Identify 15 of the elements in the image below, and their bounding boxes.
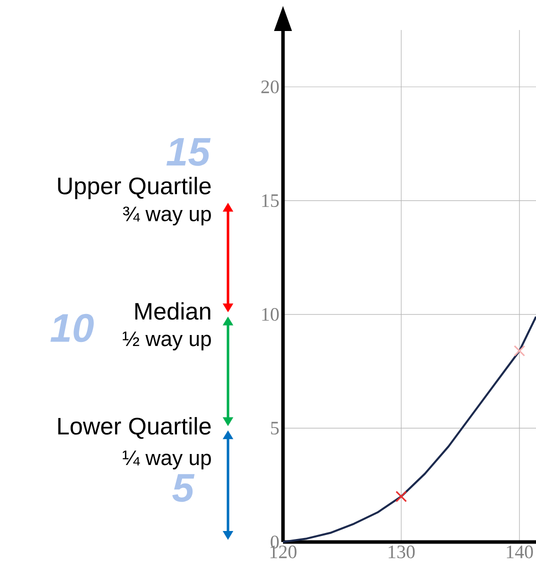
text: 5 (172, 474, 195, 502)
text: ¾ way up (123, 206, 211, 226)
text: ½ way up (122, 332, 211, 350)
x-tick-label: 140 (506, 546, 533, 558)
text: Median (135, 302, 210, 320)
y-tick-label: 15 (262, 194, 279, 207)
text: ¼ way up (122, 450, 211, 470)
text: 15 (166, 138, 211, 166)
y-tick-label: 20 (261, 80, 279, 94)
x-tick-label: 130 (388, 546, 415, 558)
y-tick-label: 5 (271, 422, 279, 435)
text: Upper Quartile (58, 176, 211, 200)
y-tick-label: 10 (262, 308, 279, 321)
text: Lower Quartile (58, 417, 211, 439)
text: 10 (50, 314, 94, 342)
